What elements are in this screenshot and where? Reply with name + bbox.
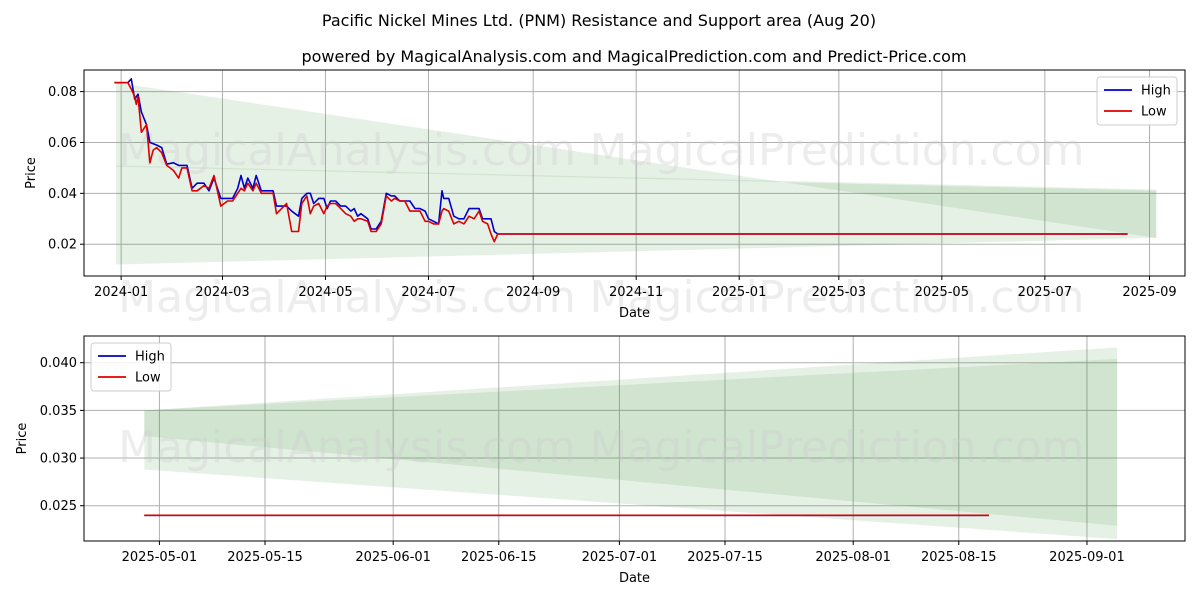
x-tick-label: 2025-03 xyxy=(812,285,866,300)
watermark-text: MagicalPrediction.com xyxy=(590,422,1085,473)
x-tick-label: 2025-05 xyxy=(915,285,969,300)
y-tick-label: 0.06 xyxy=(48,136,77,151)
chart-title: Pacific Nickel Mines Ltd. (PNM) Resistan… xyxy=(322,11,876,30)
support-resistance-band-1 xyxy=(116,82,1157,238)
x-tick-label: 2024-05 xyxy=(298,285,352,300)
chart-panel-2: MagicalAnalysis.com MagicalPrediction.com… xyxy=(15,335,1186,586)
legend-label-high: High xyxy=(135,350,165,365)
x-tick-label: 2024-03 xyxy=(195,285,249,300)
support-resistance-band-2 xyxy=(144,358,1118,526)
y-tick-label: 0.040 xyxy=(40,356,77,371)
x-tick-label: 2024-09 xyxy=(506,285,560,300)
series-line-low xyxy=(114,81,1128,243)
watermark-text: MagicalPrediction.com xyxy=(590,272,1085,323)
x-tick-label: 2025-07 xyxy=(1018,285,1072,300)
support-resistance-band-1 xyxy=(144,347,1118,540)
legend-box xyxy=(90,342,172,392)
chart-panel-1: MagicalAnalysis.com MagicalPrediction.com… xyxy=(24,69,1186,323)
x-tick-label: 2025-06-01 xyxy=(355,550,431,565)
x-tick-label: 2025-05-15 xyxy=(227,550,303,565)
series-line-high xyxy=(114,78,1128,235)
x-tick-label: 2025-07-15 xyxy=(687,550,763,565)
x-tick-label: 2025-06-15 xyxy=(461,550,537,565)
x-tick-label: 2025-08-01 xyxy=(815,550,891,565)
y-tick-label: 0.08 xyxy=(48,85,77,100)
legend-box xyxy=(1096,76,1178,126)
watermark-text: MagicalAnalysis.com xyxy=(118,125,576,176)
watermark-text: MagicalAnalysis.com xyxy=(118,272,576,323)
x-axis-label: Date xyxy=(619,571,650,586)
x-tick-label: 2025-09-01 xyxy=(1049,550,1125,565)
x-tick-label: 2025-09 xyxy=(1122,285,1176,300)
y-tick-label: 0.025 xyxy=(40,499,77,514)
x-tick-label: 2024-01 xyxy=(94,285,148,300)
y-tick-label: 0.02 xyxy=(48,238,77,253)
y-tick-label: 0.04 xyxy=(48,187,77,202)
x-axis-label: Date xyxy=(619,306,650,321)
y-tick-label: 0.030 xyxy=(40,452,77,467)
chart-subtitle: powered by MagicalAnalysis.com and Magic… xyxy=(301,47,966,66)
plot-frame xyxy=(83,335,1186,542)
x-tick-label: 2025-01 xyxy=(712,285,766,300)
support-resistance-band-2 xyxy=(116,165,1157,265)
x-tick-label: 2025-08-15 xyxy=(921,550,997,565)
plot-frame xyxy=(83,69,1186,277)
chart-legend: High Low xyxy=(1096,76,1178,126)
x-tick-label: 2024-11 xyxy=(609,285,663,300)
x-tick-label: 2024-07 xyxy=(401,285,455,300)
watermark-text: MagicalPrediction.com xyxy=(590,125,1085,176)
legend-label-low: Low xyxy=(135,371,161,386)
x-tick-label: 2025-05-01 xyxy=(122,550,198,565)
legend-label-low: Low xyxy=(1141,105,1167,120)
x-tick-label: 2025-07-01 xyxy=(582,550,658,565)
legend-label-high: High xyxy=(1141,84,1171,99)
y-tick-label: 0.035 xyxy=(40,404,77,419)
y-axis-label: Price xyxy=(24,157,39,189)
chart-legend: High Low xyxy=(90,342,172,392)
y-axis-label: Price xyxy=(15,423,30,455)
watermark-text: MagicalAnalysis.com xyxy=(118,422,576,473)
